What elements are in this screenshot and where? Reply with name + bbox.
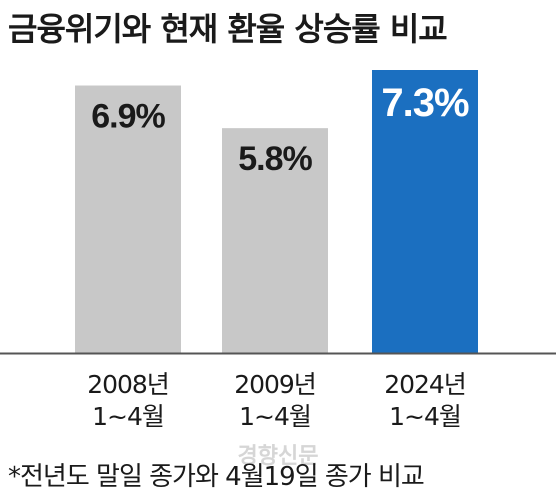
bar-2008년 (75, 85, 181, 354)
x-tick-label: 2024년 (384, 370, 466, 399)
x-tick-label: 1~4월 (389, 402, 461, 431)
x-tick-label: 1~4월 (92, 402, 164, 431)
watermark: 경향신문 (237, 444, 319, 469)
data-label: 7.3% (381, 81, 469, 125)
data-label: 5.8% (238, 140, 312, 178)
bar-2024년 (372, 70, 478, 353)
chart-title: 금융위기와 현재 환율 상승률 비교 (8, 10, 448, 48)
data-label: 6.9% (91, 98, 165, 136)
x-tick-label: 1~4월 (239, 402, 311, 431)
footnote: *전년도 말일 종가와 4월19일 종가 비교 (8, 462, 425, 492)
x-tick-label: 2009년 (234, 370, 316, 399)
x-tick-label: 2008년 (87, 370, 169, 399)
bar-2009년 (222, 128, 328, 353)
